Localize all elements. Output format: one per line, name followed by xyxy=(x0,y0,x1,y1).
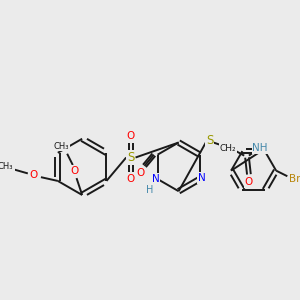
Text: CH₂: CH₂ xyxy=(220,144,237,153)
Text: O: O xyxy=(136,168,145,178)
Text: CH₃: CH₃ xyxy=(0,162,13,171)
Text: N: N xyxy=(152,174,160,184)
Text: O: O xyxy=(29,170,38,180)
Text: O: O xyxy=(70,166,79,176)
Text: H: H xyxy=(146,185,154,195)
Text: O: O xyxy=(245,177,253,187)
Text: O: O xyxy=(127,174,135,184)
Text: N: N xyxy=(198,173,206,183)
Text: CH₃: CH₃ xyxy=(54,142,69,151)
Text: NH: NH xyxy=(252,143,268,153)
Text: S: S xyxy=(206,134,213,147)
Text: S: S xyxy=(127,151,135,164)
Text: Br: Br xyxy=(289,174,300,184)
Text: O: O xyxy=(127,131,135,141)
